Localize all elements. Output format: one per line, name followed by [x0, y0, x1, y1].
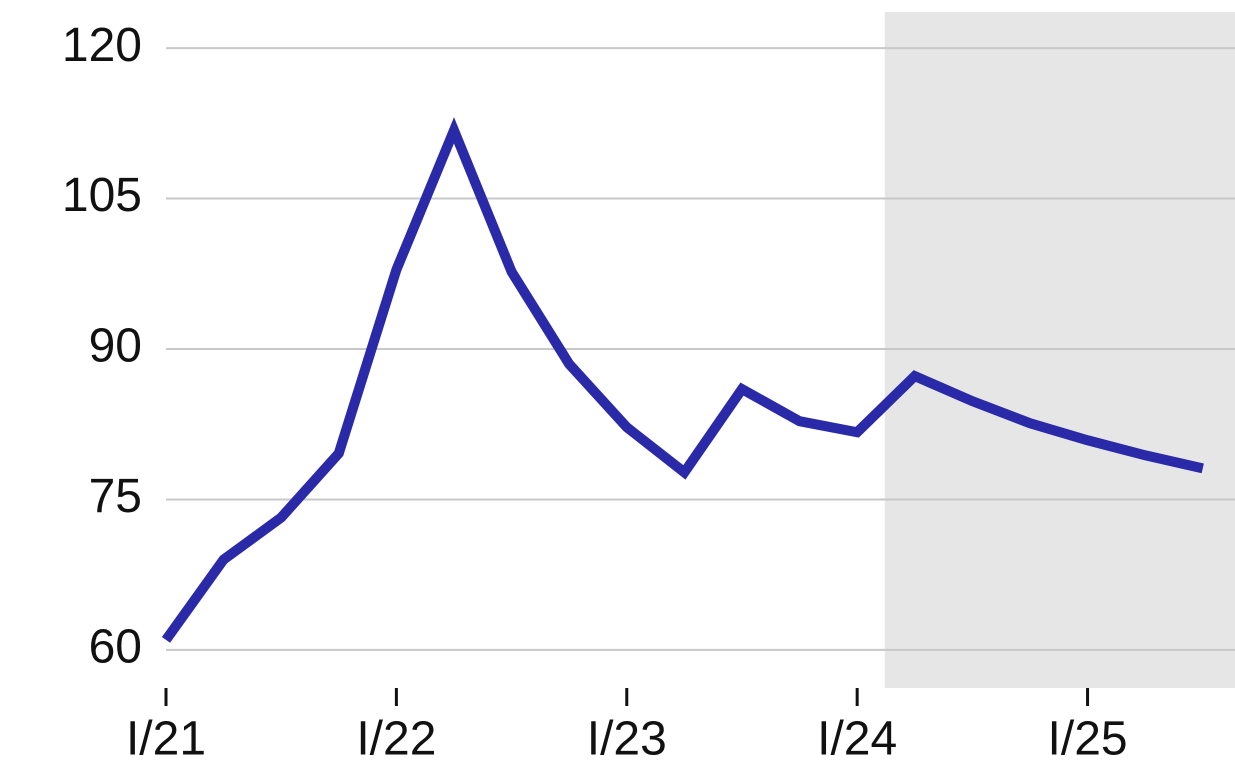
x-tick-label: I/24: [817, 713, 897, 766]
line-series: [161, 117, 1204, 643]
x-tick-label: I/25: [1048, 713, 1128, 766]
y-tick-label: 105: [62, 169, 142, 222]
x-tick-label: I/21: [126, 713, 206, 766]
y-tick-label: 75: [89, 470, 142, 523]
y-tick-label: 120: [62, 19, 142, 72]
x-tick-label: I/22: [356, 713, 436, 766]
forecast-shade: [884, 12, 1235, 688]
x-tick-label: I/23: [587, 713, 667, 766]
y-tick-label: 60: [89, 621, 142, 674]
y-tick-label: 90: [89, 320, 142, 373]
